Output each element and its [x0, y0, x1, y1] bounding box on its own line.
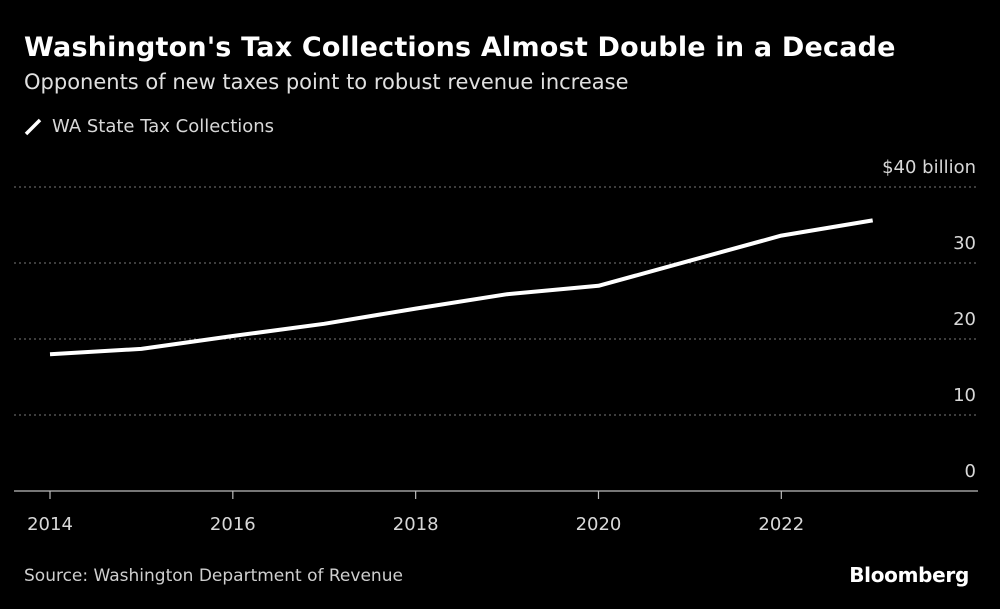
y-tick-label: 20: [953, 309, 976, 330]
source-note: Source: Washington Department of Revenue: [24, 566, 403, 586]
y-tick-label: $40 billion: [882, 157, 976, 178]
x-tick-label: 2020: [576, 514, 622, 535]
x-tick-label: 2016: [210, 514, 256, 535]
gridlines: [14, 186, 978, 416]
x-axis-labels: 2014 2016 2018 2020 2022: [27, 514, 804, 535]
x-tick-label: 2018: [393, 514, 439, 535]
series-group: [49, 218, 874, 357]
y-tick-label: 30: [953, 233, 976, 254]
legend-label: WA State Tax Collections: [52, 116, 275, 137]
series-line-wa-state-tax-collections: [49, 218, 874, 357]
y-tick-label: 0: [965, 461, 976, 482]
chart-title: Washington's Tax Collections Almost Doub…: [24, 32, 896, 63]
x-tick-label: 2022: [758, 514, 804, 535]
x-axis: [14, 490, 978, 499]
y-tick-label: 10: [953, 385, 976, 406]
chart-subtitle: Opponents of new taxes point to robust r…: [24, 70, 629, 94]
legend-line-icon: [24, 118, 42, 135]
bloomberg-logo: Bloomberg: [849, 563, 969, 587]
x-tick-label: 2014: [27, 514, 73, 535]
y-axis-labels: 0 10 20 30 $40 billion: [882, 157, 976, 482]
legend: WA State Tax Collections: [24, 116, 274, 137]
